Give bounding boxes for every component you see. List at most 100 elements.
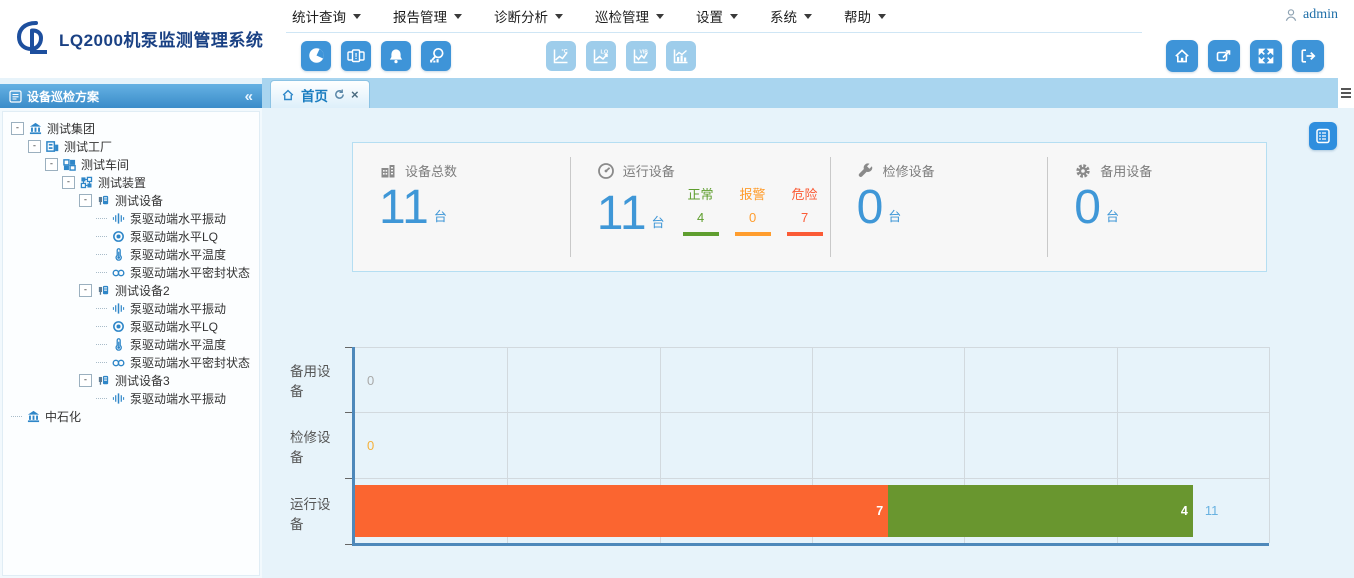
tree-node[interactable]: 泵驱动端水平振动 — [7, 209, 255, 227]
collapse-node-icon[interactable]: - — [45, 157, 58, 171]
factory-icon — [46, 140, 59, 153]
menu-item-reports[interactable]: 报告管理 — [393, 6, 462, 26]
trend-temperature-button[interactable]: °C — [546, 40, 576, 71]
gauge-icon — [597, 162, 614, 179]
tree-connector — [96, 343, 107, 345]
fullscreen-icon — [1258, 48, 1274, 63]
stat-value: 11 — [596, 187, 647, 240]
main-panel: 首页 × — [262, 78, 1354, 578]
trend-lq-button[interactable]: LQ — [586, 40, 616, 71]
menu-item-system[interactable]: 系统 — [770, 6, 812, 26]
list-icon — [1316, 128, 1330, 144]
status-breakdown: 正常 4 报警 0 危险 7 — [682, 184, 823, 236]
tree-node-label: 测试设备2 — [115, 283, 170, 298]
user-icon — [1285, 9, 1297, 22]
menu-item-diagnosis[interactable]: 诊断分析 — [494, 6, 563, 26]
home-button[interactable] — [1166, 39, 1198, 72]
vibration-icon — [112, 212, 125, 225]
alarm-windows-button[interactable]: ! — [341, 40, 371, 71]
dropdown-caret-icon — [730, 13, 738, 19]
menu-item-inspection[interactable]: 巡检管理 — [595, 6, 664, 26]
tab-refresh-icon[interactable] — [334, 89, 345, 100]
trend-vibration-button[interactable]: VIB — [626, 40, 656, 71]
logout-icon — [1301, 48, 1316, 63]
tree-node[interactable]: - 测试设备2 — [7, 281, 255, 299]
tree-node[interactable]: - 测试集团 — [7, 119, 255, 137]
seal-icon — [112, 356, 125, 369]
stat-unit: 台 — [888, 209, 902, 224]
collapse-node-icon[interactable]: - — [79, 193, 92, 207]
external-window-button[interactable] — [1208, 39, 1240, 72]
stat-card-standby-devices: 备用设备 0 台 — [1048, 143, 1266, 271]
tree-node[interactable]: 泵驱动端水平温度 — [7, 245, 255, 263]
trend-vibration-icon: VIB — [633, 49, 648, 63]
stat-value: 11 — [379, 181, 429, 234]
alerts-button[interactable] — [381, 40, 411, 71]
tree-node[interactable]: - 测试设备 — [7, 191, 255, 209]
tree-connector — [11, 415, 22, 417]
tab-home[interactable]: 首页 × — [270, 80, 370, 108]
menu-item-help[interactable]: 帮助 — [844, 6, 886, 26]
tree-node-label: 测试设备 — [115, 193, 164, 208]
sidebar-collapse-button[interactable]: « — [244, 87, 253, 105]
tree-node-label: 泵驱动端水平LQ — [130, 229, 219, 244]
pie-chart-icon — [308, 48, 324, 63]
menu-item-settings[interactable]: 设置 — [696, 6, 738, 26]
tree-connector — [96, 397, 107, 399]
tree-node[interactable]: 泵驱动端水平LQ — [7, 317, 255, 335]
search-statistics-icon — [429, 47, 444, 63]
gridline — [507, 347, 509, 543]
tree-connector — [96, 253, 107, 255]
fullscreen-button[interactable] — [1250, 39, 1282, 72]
stats-panel: 设备总数 11 台 运行设备 11 台 — [352, 142, 1267, 272]
quick-toolbar: ! °C — [286, 33, 1354, 78]
trend-temperature-icon: °C — [553, 49, 568, 63]
collapse-node-icon[interactable]: - — [28, 139, 41, 153]
tree-node[interactable]: 泵驱动端水平LQ — [7, 227, 255, 245]
username: admin — [1303, 7, 1338, 22]
user-account[interactable]: admin — [1284, 7, 1338, 23]
stat-card-running-devices: 运行设备 11 台 正常 4 报警 0 — [571, 143, 831, 271]
collapse-node-icon[interactable]: - — [79, 283, 92, 297]
tree-node[interactable]: 泵驱动端水平密封状态 — [7, 353, 255, 371]
trend-histogram-button[interactable] — [666, 40, 696, 71]
stat-label: 设备总数 — [405, 164, 458, 179]
logout-button[interactable] — [1292, 39, 1324, 72]
tree-node-label: 泵驱动端水平温度 — [130, 337, 227, 352]
dropdown-caret-icon — [454, 13, 462, 19]
building-icon — [381, 164, 395, 177]
layout-list-button[interactable] — [1309, 122, 1337, 150]
tree-node[interactable]: 泵驱动端水平温度 — [7, 335, 255, 353]
gridline — [1269, 347, 1270, 543]
menu-item-statistics[interactable]: 统计查询 — [292, 6, 361, 26]
tree-connector — [96, 235, 107, 237]
gridline — [659, 347, 661, 543]
trend-lq-icon: LQ — [593, 49, 609, 63]
tree-node[interactable]: - 测试工厂 — [7, 137, 255, 155]
status-alarm: 报警 0 — [734, 184, 771, 236]
app-header: LQ2000机泵监测管理系统 统计查询 报告管理 诊断分析 巡检管理 设置 系统… — [0, 0, 1354, 78]
dashboard-content: 设备总数 11 台 运行设备 11 台 — [262, 108, 1354, 578]
dropdown-caret-icon — [353, 13, 361, 19]
tree-node[interactable]: - 测试设备3 — [7, 371, 255, 389]
collapse-node-icon[interactable]: - — [11, 121, 24, 135]
collapse-node-icon[interactable]: - — [62, 175, 75, 189]
svg-text:!: ! — [355, 50, 358, 60]
pie-chart-button[interactable] — [301, 40, 331, 71]
tree-node[interactable]: - 测试装置 — [7, 173, 255, 191]
tree-node[interactable]: 泵驱动端水平振动 — [7, 389, 255, 407]
tree-node[interactable]: 泵驱动端水平密封状态 — [7, 263, 255, 281]
app-logo: LQ2000机泵监测管理系统 — [12, 18, 263, 58]
tab-list-menu-icon[interactable] — [1338, 78, 1354, 108]
tree-node[interactable]: 中石化 — [7, 407, 255, 425]
tab-close-icon[interactable]: × — [351, 87, 359, 102]
app-title: LQ2000机泵监测管理系统 — [59, 30, 264, 50]
collapse-node-icon[interactable]: - — [79, 373, 92, 387]
tree-node[interactable]: 泵驱动端水平振动 — [7, 299, 255, 317]
temperature-icon — [112, 337, 125, 351]
tree-node[interactable]: - 测试车间 — [7, 155, 255, 173]
sidebar-title: 设备巡检方案 — [27, 89, 100, 104]
gear-icon — [1076, 163, 1090, 178]
tree-node-label: 测试集团 — [47, 121, 96, 136]
search-statistics-button[interactable] — [421, 40, 451, 71]
